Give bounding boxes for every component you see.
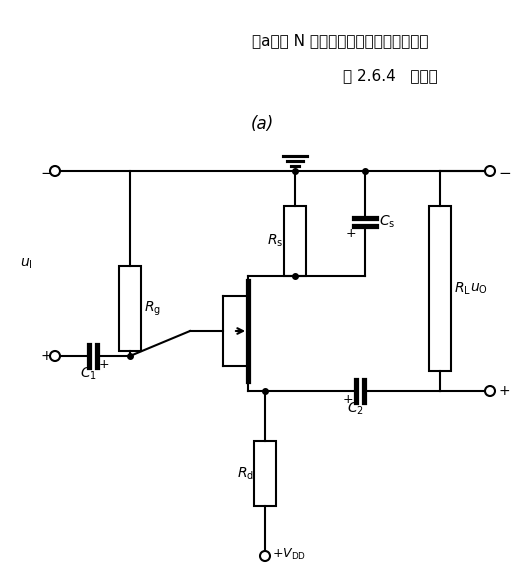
Text: $R_{\rm d}$: $R_{\rm d}$ (237, 465, 254, 482)
Text: $+$: $+$ (342, 393, 353, 406)
Bar (254, 441, 276, 506)
Text: $+$: $+$ (498, 384, 510, 398)
Circle shape (485, 166, 495, 176)
Text: (a): (a) (250, 115, 274, 133)
Text: $u_{\rm O}$: $u_{\rm O}$ (470, 281, 488, 296)
Text: $+$: $+$ (98, 358, 109, 371)
Text: 图 2.6.4   自给偏: 图 2.6.4 自给偏 (343, 69, 437, 83)
Text: $R_{\rm s}$: $R_{\rm s}$ (267, 233, 284, 249)
Text: $C_2$: $C_2$ (346, 401, 363, 417)
Bar (284, 206, 306, 276)
Text: $-$: $-$ (498, 163, 511, 179)
Text: $R_{\rm g}$: $R_{\rm g}$ (144, 299, 161, 318)
Circle shape (260, 551, 270, 561)
Circle shape (50, 166, 60, 176)
Text: $R_{\rm L}$: $R_{\rm L}$ (454, 280, 471, 297)
Circle shape (50, 351, 60, 361)
Text: $+$: $+$ (40, 349, 52, 363)
Text: $u_{\rm I}$: $u_{\rm I}$ (20, 256, 33, 271)
Text: （a）由 N 沟道结型场效应管组成的电路: （a）由 N 沟道结型场效应管组成的电路 (252, 33, 428, 49)
Text: $+V_{\rm DD}$: $+V_{\rm DD}$ (272, 547, 306, 561)
Bar (119, 266, 141, 351)
Text: $C_1$: $C_1$ (79, 366, 97, 383)
Text: $-$: $-$ (40, 163, 53, 179)
Bar (429, 206, 451, 371)
Text: $C_{\rm s}$: $C_{\rm s}$ (379, 214, 395, 230)
Circle shape (485, 386, 495, 396)
Text: $+$: $+$ (345, 227, 356, 240)
